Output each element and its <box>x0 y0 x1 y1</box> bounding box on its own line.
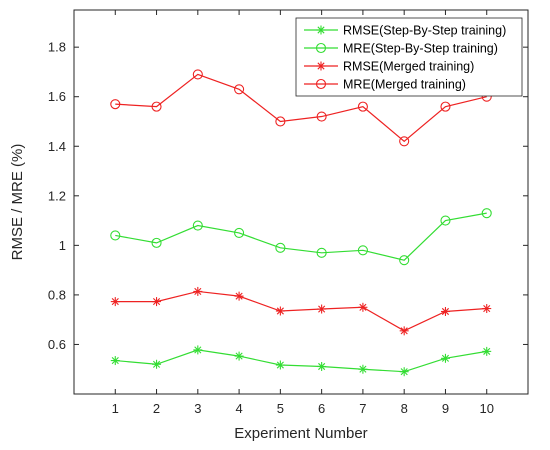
x-tick-label: 7 <box>359 401 366 416</box>
data-point-star <box>358 302 368 312</box>
data-point-star <box>275 360 285 370</box>
data-point-star <box>399 367 409 377</box>
data-point-circle <box>481 208 492 219</box>
x-tick-label: 6 <box>318 401 325 416</box>
x-tick-label: 10 <box>479 401 493 416</box>
data-point-star <box>275 306 285 316</box>
legend-item: RMSE(Merged training) <box>304 60 474 74</box>
data-point-star <box>110 297 120 307</box>
series-line <box>115 290 487 332</box>
y-tick-label: 1.8 <box>48 40 66 55</box>
y-tick-label: 1.6 <box>48 89 66 104</box>
data-point-star <box>317 362 327 372</box>
y-tick-label: 1.2 <box>48 188 66 203</box>
data-point-circle <box>275 116 286 127</box>
legend-item: MRE(Merged training) <box>304 78 466 92</box>
data-point-circle <box>110 99 121 110</box>
data-point-star <box>440 307 450 317</box>
data-point-star <box>110 356 120 366</box>
data-point-circle <box>110 230 121 241</box>
legend-box <box>295 17 523 97</box>
data-point-star <box>193 286 203 296</box>
data-point-star <box>358 364 368 374</box>
data-point-star <box>482 346 492 356</box>
y-tick-label: 1 <box>59 238 66 253</box>
data-point-circle <box>357 101 368 112</box>
x-tick-label: 1 <box>112 401 119 416</box>
data-point-circle <box>399 255 410 266</box>
data-point-circle <box>316 247 327 258</box>
x-axis: 1 2 3 4 5 6 7 8 9 10 <box>112 10 494 416</box>
y-tick-label: 0.8 <box>48 287 66 302</box>
series-layer <box>110 69 492 377</box>
y-tick-label: 0.6 <box>48 337 66 352</box>
legend-marker-circle <box>315 42 327 54</box>
data-point-star <box>152 297 162 307</box>
series-line <box>115 73 487 143</box>
legend-marker-star <box>316 25 326 35</box>
series-line <box>115 212 487 261</box>
legend: RMSE(Step-By-Step training) MRE(Step-By-S… <box>295 17 523 97</box>
x-tick-label: 2 <box>153 401 160 416</box>
y-axis-label: RMSE / MRE (%) <box>9 144 26 261</box>
x-tick-label: 4 <box>235 401 242 416</box>
data-point-star <box>234 351 244 361</box>
legend-marker-star <box>316 61 326 71</box>
x-tick-label: 8 <box>401 401 408 416</box>
y-axis: 0.6 0.8 1 1.2 1.4 1.6 1.8 <box>48 40 528 352</box>
legend-label: MRE(Step-By-Step training) <box>343 42 498 56</box>
data-point-circle <box>192 69 203 80</box>
data-point-circle <box>234 227 245 239</box>
legend-label: RMSE(Merged training) <box>343 60 474 74</box>
legend-label: MRE(Merged training) <box>343 78 466 92</box>
data-point-star <box>234 291 244 301</box>
data-point-circle <box>440 101 451 112</box>
x-axis-label: Experiment Number <box>234 425 367 442</box>
x-tick-label: 9 <box>442 401 449 416</box>
data-point-circle <box>275 242 286 253</box>
y-tick-label: 1.4 <box>48 139 66 154</box>
data-point-star <box>152 359 162 369</box>
data-point-circle <box>316 111 327 122</box>
legend-label: RMSE(Step-By-Step training) <box>343 24 506 38</box>
x-tick-label: 5 <box>277 401 284 416</box>
legend-item: MRE(Step-By-Step training) <box>304 42 498 56</box>
legend-marker-circle <box>315 78 327 90</box>
data-point-circle <box>440 215 451 226</box>
series-line <box>115 349 487 373</box>
x-tick-label: 3 <box>194 401 201 416</box>
data-point-star <box>317 304 327 314</box>
data-point-circle <box>234 84 245 95</box>
data-point-circle <box>151 237 162 248</box>
data-point-star <box>482 304 492 314</box>
data-point-star <box>440 353 450 363</box>
data-point-star <box>399 326 409 336</box>
data-point-star <box>193 345 203 355</box>
data-point-circle <box>357 245 368 256</box>
data-point-circle <box>192 220 203 231</box>
data-point-circle <box>399 136 410 147</box>
data-point-circle <box>151 101 162 112</box>
legend-item: RMSE(Step-By-Step training) <box>304 24 506 38</box>
